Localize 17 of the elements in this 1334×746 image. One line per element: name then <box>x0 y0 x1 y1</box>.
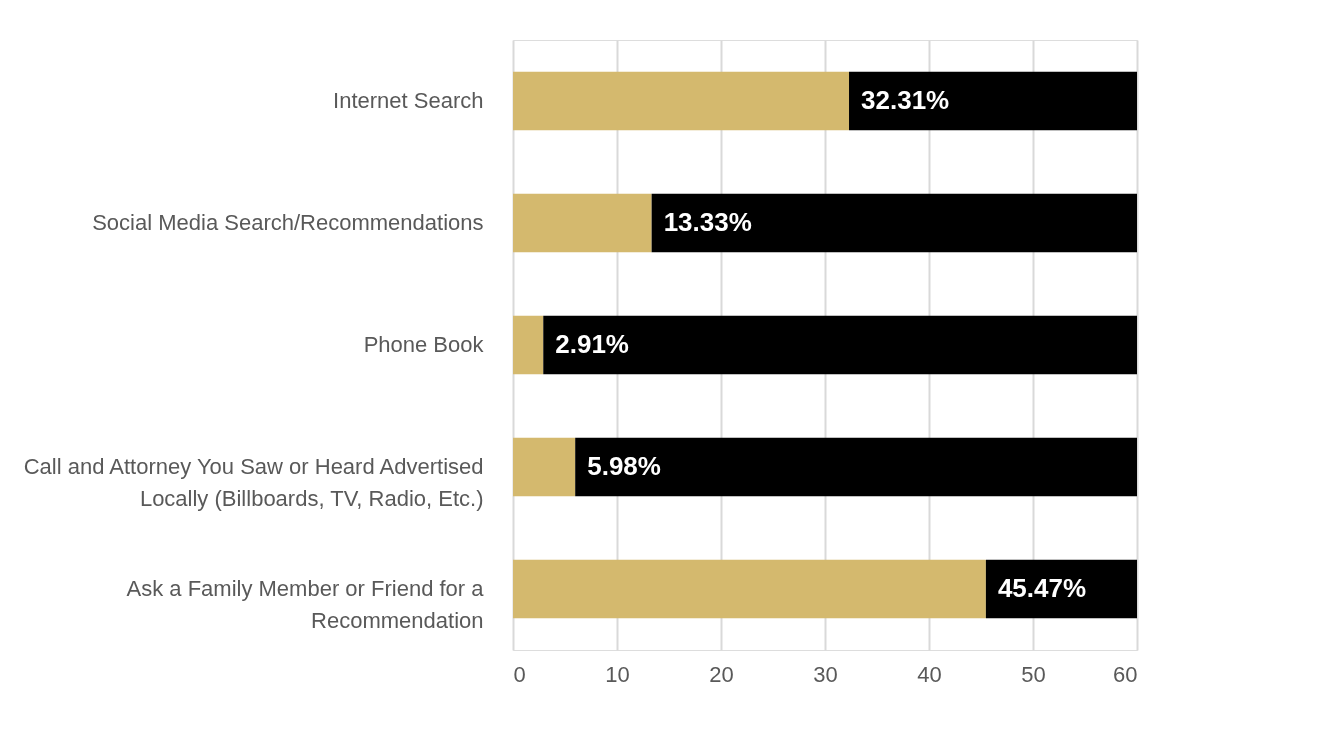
data-label: 5.98% <box>587 451 661 481</box>
x-tick-label: 60 <box>1113 661 1138 687</box>
data-label: 2.91% <box>555 329 629 359</box>
data-label: 32.31% <box>861 85 950 115</box>
data-label: 45.47% <box>997 573 1087 603</box>
x-tick-label: 10 <box>605 661 630 687</box>
y-tick-label: Phone Book <box>363 332 485 357</box>
x-tick-label: 20 <box>709 661 734 687</box>
x-tick-label: 50 <box>1021 661 1046 687</box>
x-tick-label: 30 <box>813 661 838 687</box>
y-tick-label: Call and Attorney You Saw or Heard Advertised Locally (Billboards, TV, Radio, Etc.) <box>23 454 484 511</box>
data-label: 13.33% <box>663 207 752 237</box>
x-tick-label: 40 <box>917 661 942 687</box>
y-tick-label: Ask a Family Member or Friend for a Recommendation <box>126 576 485 633</box>
y-tick-label: Social Media Search/Recommendations <box>92 210 484 235</box>
y-tick-label: Internet Search <box>333 88 484 113</box>
x-tick-label: 0 <box>513 661 526 687</box>
